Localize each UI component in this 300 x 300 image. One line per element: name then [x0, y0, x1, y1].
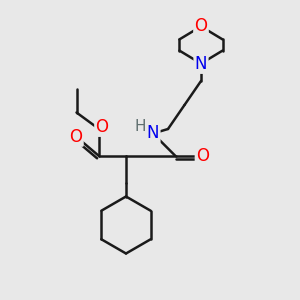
Text: O: O [95, 118, 109, 136]
Text: O: O [69, 128, 82, 146]
Text: N: N [147, 124, 159, 142]
Text: O: O [194, 17, 208, 35]
Text: O: O [196, 147, 209, 165]
Text: N: N [195, 55, 207, 73]
Text: H: H [135, 119, 146, 134]
